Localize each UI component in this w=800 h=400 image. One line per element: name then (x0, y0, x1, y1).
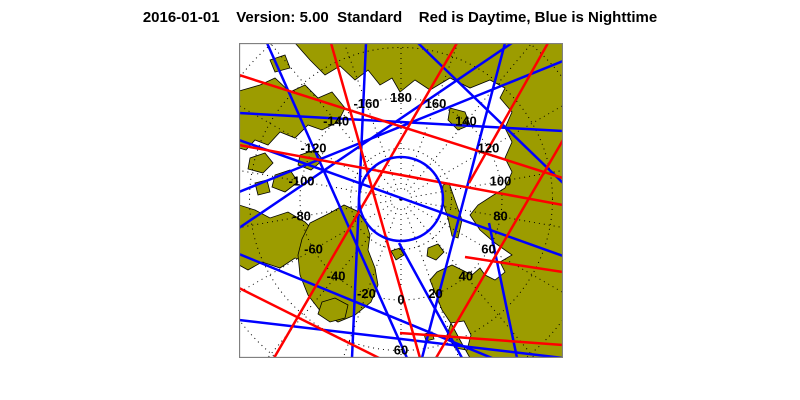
nighttime-track (487, 222, 519, 358)
landmass (390, 247, 405, 261)
longitude-label: -120 (301, 141, 327, 156)
landmass (294, 43, 563, 358)
longitude-label: -20 (357, 286, 376, 301)
daytime-track (464, 255, 563, 274)
longitude-label: -140 (323, 114, 349, 129)
landmass (426, 243, 445, 261)
longitude-label: -80 (292, 209, 311, 224)
daytime-track (399, 331, 563, 347)
nighttime-track (420, 43, 507, 358)
nighttime-track (239, 138, 563, 258)
longitude-label: 160 (425, 96, 447, 111)
nighttime-track (239, 252, 493, 358)
daytime-track (272, 43, 459, 358)
longitude-label: 100 (490, 173, 512, 188)
longitude-label: 60 (481, 242, 495, 257)
daytime-track (239, 73, 563, 180)
map-border (238, 42, 564, 359)
daytime-track (434, 139, 563, 358)
longitude-label: 180 (390, 90, 412, 105)
longitude-label: 140 (455, 114, 477, 129)
plot-title: 2016-01-01 Version: 5.00 Standard Red is… (142, 9, 658, 26)
longitude-label: 40 (459, 268, 473, 283)
nighttime-track (265, 43, 409, 358)
longitude-label: -160 (353, 96, 379, 111)
longitude-label: 80 (493, 209, 507, 224)
longitude-label: -40 (327, 268, 346, 283)
latitude-label: 60 (394, 343, 408, 358)
longitude-label: 0 (397, 292, 404, 307)
latitude-circle (350, 148, 452, 250)
daytime-track (467, 43, 550, 184)
daytime-track (239, 143, 563, 207)
nighttime-track (397, 242, 464, 358)
polar-map: -160 -140 -120 -100 -80 -60 -40 -20 0 20 40 60 80 100… (238, 42, 564, 359)
landmass (317, 297, 349, 323)
polar-map-svg: -160 -140 -120 -100 -80 -60 -40 -20 0 20 40 60 80 100… (238, 42, 564, 359)
longitude-label: -60 (304, 242, 323, 257)
nighttime-track (239, 43, 513, 230)
landmass (247, 152, 274, 174)
latitude-circle (249, 47, 553, 351)
polar-orbit-circle (357, 155, 445, 243)
longitude-label: 20 (428, 286, 442, 301)
longitude-label: -100 (289, 173, 315, 188)
longitude-label: 120 (478, 141, 500, 156)
nighttime-track (239, 111, 563, 133)
daytime-track (239, 286, 380, 358)
daytime-track (329, 43, 422, 358)
